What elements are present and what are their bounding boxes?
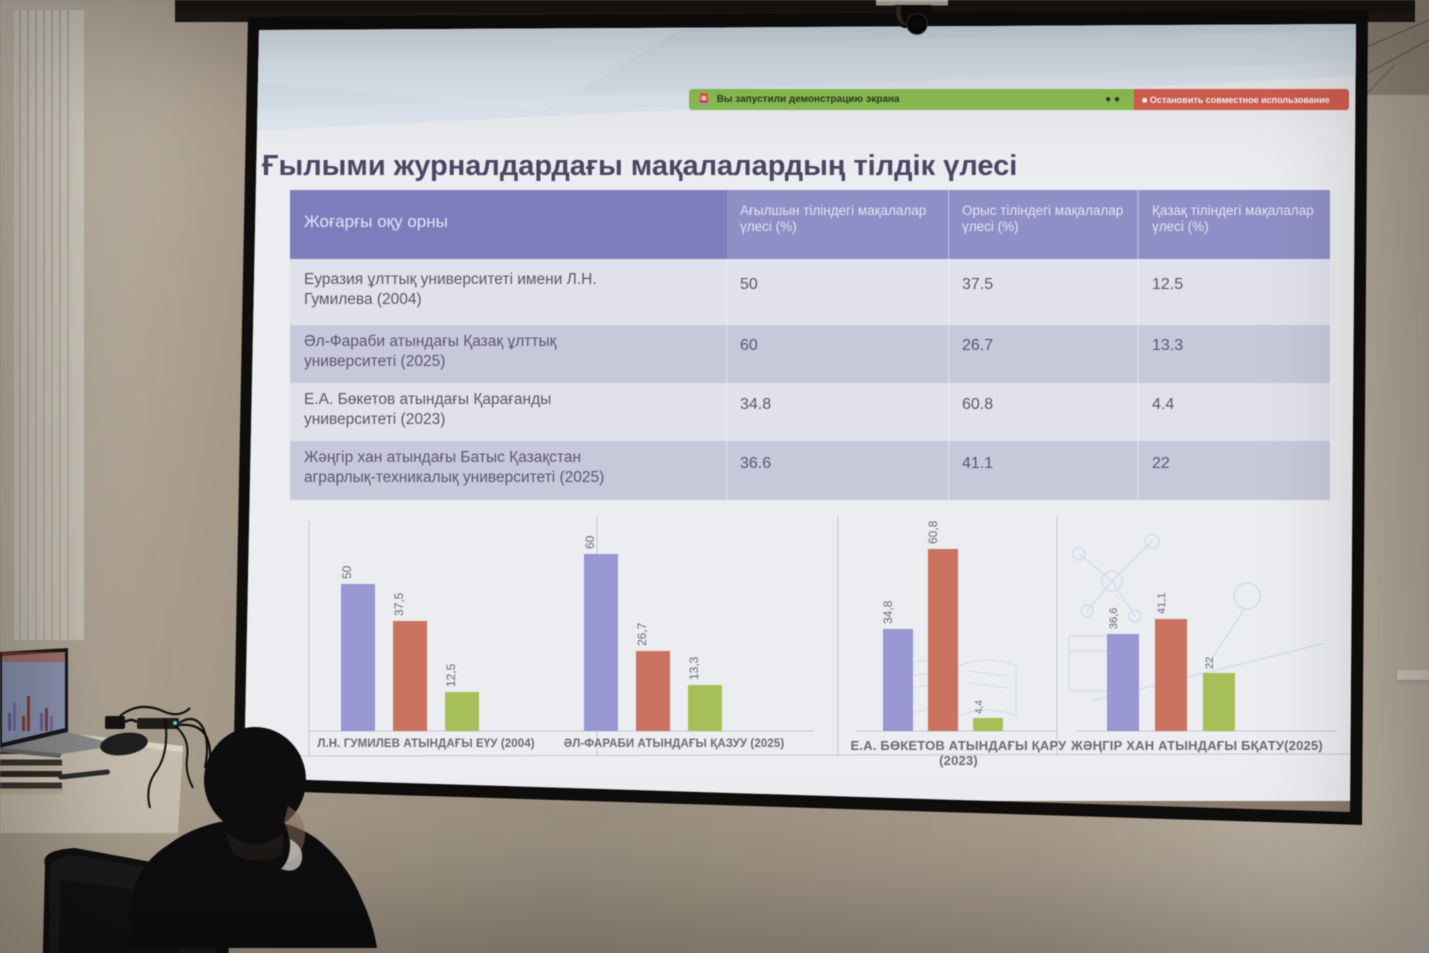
svg-text:4,4: 4,4 [974, 700, 985, 714]
svg-text:50: 50 [340, 565, 354, 579]
svg-text:22: 22 [1204, 657, 1216, 669]
svg-text:34,8: 34,8 [881, 600, 895, 624]
svg-text:36,6: 36,6 [1108, 608, 1120, 629]
svg-text:60: 60 [583, 535, 597, 549]
svg-text:26,7: 26,7 [635, 622, 649, 646]
svg-text:41,1: 41,1 [1156, 593, 1168, 614]
svg-text:60,8: 60,8 [926, 520, 940, 544]
svg-text:13,3: 13,3 [687, 656, 701, 680]
